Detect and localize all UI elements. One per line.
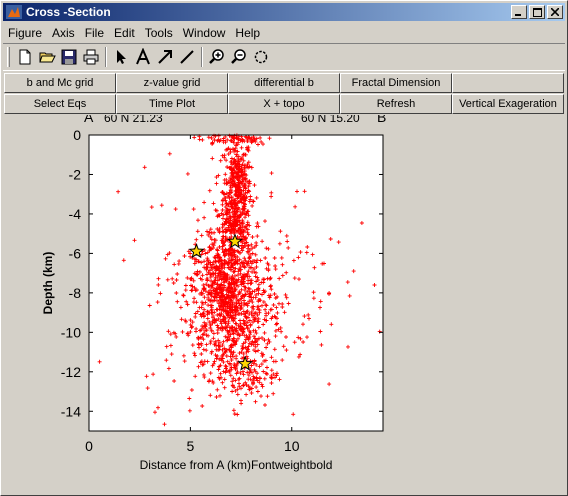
zoom-in-icon: [209, 49, 224, 64]
minimize-button[interactable]: [511, 5, 527, 19]
mainshock-stars: [188, 233, 254, 371]
toolbar-separator: [201, 47, 203, 67]
differential-b-button[interactable]: differential b: [228, 73, 340, 93]
menu-window[interactable]: Window: [182, 25, 226, 40]
menu-help[interactable]: Help: [235, 25, 261, 40]
menu-axis[interactable]: Axis: [52, 25, 75, 40]
x-tick-label: 0: [85, 438, 93, 454]
menu-edit[interactable]: Edit: [114, 25, 135, 40]
insert-text-button[interactable]: [132, 46, 154, 68]
save-button[interactable]: [58, 46, 80, 68]
x-axis-label: Distance from A (km)Fontweightbold: [140, 458, 333, 472]
insert-arrow-button[interactable]: [154, 46, 176, 68]
select-pointer-button[interactable]: [110, 46, 132, 68]
insert-line-button[interactable]: [176, 46, 198, 68]
fractal-dimension-button[interactable]: Fractal Dimension: [340, 73, 452, 93]
right-marker: B: [377, 115, 386, 125]
zoom-out-icon: [231, 49, 246, 64]
y-tick-label: -8: [69, 285, 82, 301]
empty-button[interactable]: [452, 73, 564, 93]
x-topo-button[interactable]: X + topo: [228, 94, 340, 114]
menu-tools[interactable]: Tools: [144, 25, 173, 40]
mainshock-star: [188, 242, 205, 259]
maximize-button[interactable]: [529, 5, 545, 19]
select-eqs-button[interactable]: Select Eqs: [4, 94, 116, 114]
cross-section-chart: 0 5 10 0 -2 -4 -6 -8 -10 -12 -14 A 60 N 21.23 60 …: [1, 115, 567, 493]
x-tick-label: 5: [186, 438, 194, 454]
open-folder-icon: [39, 52, 56, 63]
rotate-button[interactable]: [250, 46, 272, 68]
toolbar-grip[interactable]: [7, 47, 10, 67]
vertical-exageration-button[interactable]: Vertical Exageration: [452, 94, 564, 114]
line-insert-icon: [180, 50, 194, 64]
mainshock-star: [237, 355, 254, 371]
refresh-button[interactable]: Refresh: [340, 94, 452, 114]
right-coordinate: 60 N 15.20: [301, 115, 360, 125]
new-file-icon: [19, 49, 31, 65]
z-value-grid-button[interactable]: z-value grid: [116, 73, 228, 93]
x-axis-ticks: 0 5 10: [85, 135, 300, 454]
plot-frame: [88, 134, 384, 432]
y-tick-label: -12: [61, 364, 81, 380]
maximize-icon: [532, 7, 542, 17]
y-tick-label: -4: [69, 206, 82, 222]
y-axis-label: Depth (km): [41, 252, 55, 315]
x-tick-label: 10: [284, 438, 300, 454]
menu-bar: Figure Axis File Edit Tools Window Help: [3, 23, 565, 42]
button-row-2: Select Eqs Time Plot X + topo Refresh Ve…: [4, 94, 564, 114]
window-title: Cross -Section: [26, 5, 111, 19]
minimize-icon: [515, 14, 521, 16]
y-tick-label: -6: [69, 245, 82, 261]
matlab-app-icon: [6, 5, 22, 19]
y-axis-ticks: 0 -2 -4 -6 -8 -10 -12 -14: [61, 127, 383, 419]
title-bar[interactable]: Cross -Section: [3, 3, 565, 21]
zoom-in-button[interactable]: [206, 46, 228, 68]
rotate-icon: [254, 50, 268, 64]
print-icon: [83, 49, 99, 65]
arrow-insert-icon: [158, 50, 172, 64]
y-tick-label: -10: [61, 324, 81, 340]
new-file-button[interactable]: [14, 46, 36, 68]
close-button[interactable]: [547, 5, 563, 19]
mainshock-star: [226, 233, 243, 249]
hypocenter-markers: [97, 133, 382, 427]
y-tick-label: -2: [69, 166, 82, 182]
zoom-out-button[interactable]: [228, 46, 250, 68]
time-plot-button[interactable]: Time Plot: [116, 94, 228, 114]
menu-figure[interactable]: Figure: [8, 25, 43, 40]
y-tick-label: -14: [61, 403, 81, 419]
print-button[interactable]: [80, 46, 102, 68]
open-file-button[interactable]: [36, 46, 58, 68]
y-tick-label: 0: [73, 127, 81, 143]
menu-file[interactable]: File: [84, 25, 105, 40]
text-insert-icon: [136, 48, 150, 65]
close-icon: [551, 8, 559, 16]
b-and-mc-grid-button[interactable]: b and Mc grid: [4, 73, 116, 93]
save-icon: [61, 49, 77, 65]
left-marker: A: [84, 115, 94, 125]
hypocenter-points: [97, 133, 382, 427]
toolbar: [3, 43, 565, 71]
button-row-1: b and Mc grid z-value grid differential …: [4, 73, 564, 93]
toolbar-separator: [105, 47, 107, 67]
arrow-pointer-icon: [117, 50, 126, 64]
left-coordinate: 60 N 21.23: [104, 115, 163, 125]
